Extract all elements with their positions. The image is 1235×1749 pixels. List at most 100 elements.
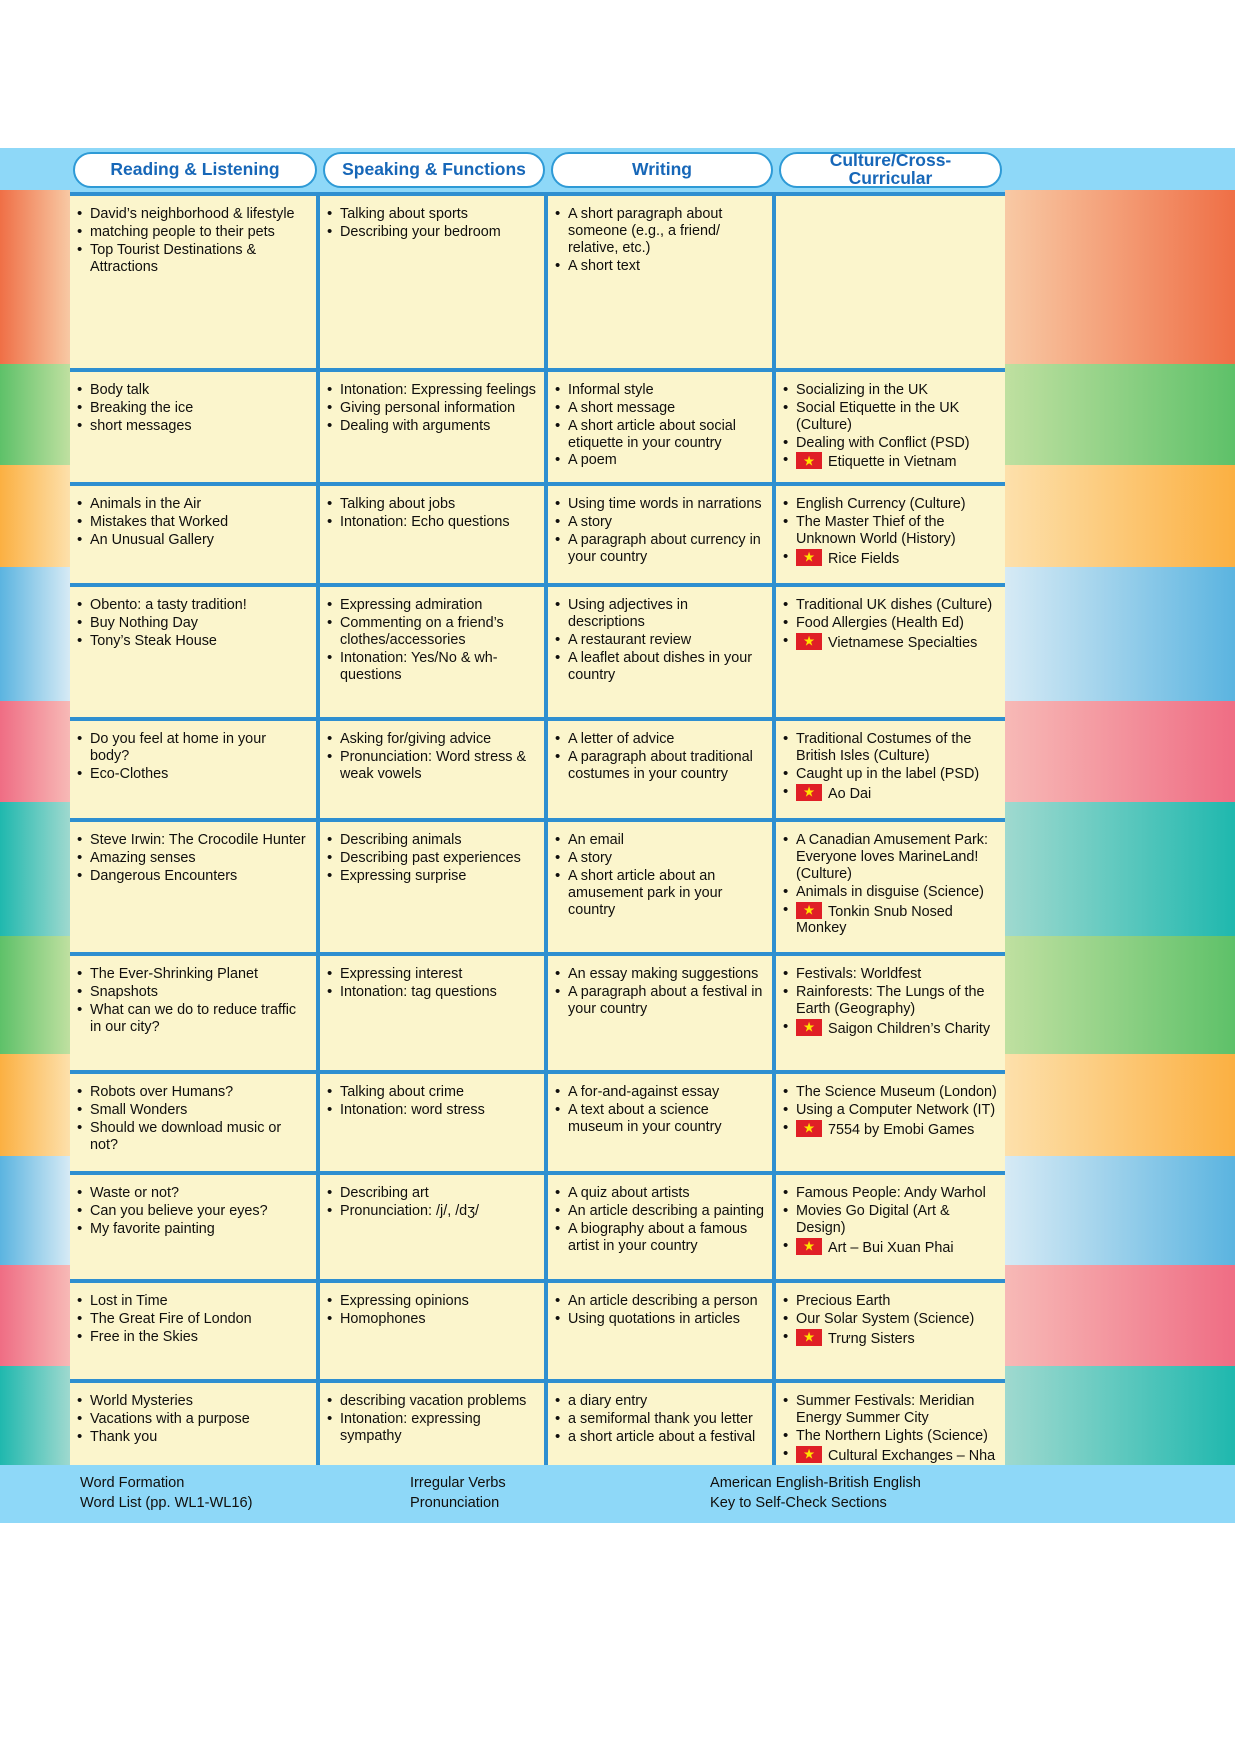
list-item-label: The Master Thief of the Unknown World (H… xyxy=(796,514,956,547)
list-item-label: What can we do to reduce traffic in our … xyxy=(90,1001,297,1035)
list-item-label: Etiquette in Vietnam xyxy=(828,454,957,471)
list-item-label: Art – Bui Xuan Phai xyxy=(828,1239,954,1256)
list-item-label: Tonkin Snub Nosed Monkey xyxy=(796,903,953,937)
list-item: A story xyxy=(554,513,764,531)
list-item-label: Dangerous Encounters xyxy=(90,867,238,884)
list-item-label: Using quotations in articles xyxy=(568,1311,740,1328)
cell-speaking: Talking about sportsDescribing your bedr… xyxy=(320,196,548,368)
list-item: What can we do to reduce traffic in our … xyxy=(76,1001,308,1036)
list-item-label: Should we download music or not? xyxy=(90,1119,282,1153)
list-item-label: The Great Fire of London xyxy=(90,1311,252,1328)
cell-reading: Steve Irwin: The Crocodile HunterAmazing… xyxy=(70,822,320,953)
cell-culture: Precious EarthOur Solar System (Science)… xyxy=(776,1283,1005,1380)
list-item-label: Informal style xyxy=(568,382,654,398)
item-list: The Ever-Shrinking PlanetSnapshotsWhat c… xyxy=(76,965,308,1036)
list-item-label: Ao Dai xyxy=(828,785,872,802)
list-item: Pronunciation: Word stress & weak vowels xyxy=(326,748,536,783)
list-item: Intonation: Echo questions xyxy=(326,513,536,531)
footer-line: American English-British English xyxy=(710,1475,921,1492)
list-item-label: Intonation: Expressing feelings xyxy=(340,382,536,398)
item-list: Talking about crimeIntonation: word stre… xyxy=(326,1083,536,1119)
list-item-label: A poem xyxy=(568,452,617,469)
item-list: Asking for/giving advicePronunciation: W… xyxy=(326,730,536,783)
column-header-row: Reading & Listening Speaking & Functions W… xyxy=(70,148,1005,192)
list-item-label: Talking about crime xyxy=(340,1084,464,1101)
table-row: Waste or not?Can you believe your eyes?M… xyxy=(70,1175,1005,1284)
table-row: Body talkBreaking the iceshort messages I… xyxy=(70,372,1005,487)
list-item-label: Can you believe your eyes? xyxy=(90,1203,268,1220)
list-item-label: Caught up in the label (PSD) xyxy=(796,765,980,782)
list-item-label: Intonation: tag questions xyxy=(340,984,497,1001)
list-item: Body talk xyxy=(76,381,308,399)
footer-column-3: American English-British English Key to S… xyxy=(710,1474,995,1513)
cell-writing: An article describing a personUsing quot… xyxy=(548,1283,776,1380)
item-list: Traditional Costumes of the British Isle… xyxy=(782,730,997,802)
column-header-label: Culture/Cross- Curricular xyxy=(779,151,1002,188)
list-item: A short message xyxy=(554,399,764,417)
list-item: Tonkin Snub Nosed Monkey xyxy=(782,901,997,938)
column-header-cell-3: Writing xyxy=(548,148,776,192)
footer-line: Key to Self-Check Sections xyxy=(710,1495,887,1511)
list-item-label: Pronunciation: Word stress & weak vowels xyxy=(340,749,527,782)
list-item: Rainforests: The Lungs of the Earth (Geo… xyxy=(782,983,997,1018)
list-item-label: An essay making suggestions xyxy=(568,966,759,983)
color-block-row-3 xyxy=(1005,465,1235,567)
item-list: A for-and-against essayA text about a sc… xyxy=(554,1083,764,1136)
list-item: Using adjectives in descriptions xyxy=(554,596,764,631)
table-row: Animals in the AirMistakes that WorkedAn… xyxy=(70,486,1005,588)
list-item-label: English Currency (Culture) xyxy=(796,496,966,513)
item-list: A letter of adviceA paragraph about trad… xyxy=(554,730,764,783)
list-item-label: Precious Earth xyxy=(796,1293,891,1310)
cell-speaking: Expressing admirationCommenting on a fri… xyxy=(320,587,548,718)
list-item: A short paragraph about someone (e.g., a… xyxy=(554,205,764,257)
list-item: Trưng Sisters xyxy=(782,1328,997,1348)
list-item: Summer Festivals: Meridian Energy Summer… xyxy=(782,1392,997,1427)
list-item: Dealing with Conflict (PSD) xyxy=(782,434,997,452)
item-list: Describing animalsDescribing past experi… xyxy=(326,831,536,885)
cell-reading: Robots over Humans?Small WondersShould w… xyxy=(70,1074,320,1172)
list-item: David’s neighborhood & lifestyle xyxy=(76,205,308,223)
list-item-label: Festivals: Worldfest xyxy=(796,966,922,983)
list-item: Talking about sports xyxy=(326,205,536,223)
item-list: Traditional UK dishes (Culture)Food Alle… xyxy=(782,596,997,652)
list-item: A paragraph about traditional costumes i… xyxy=(554,748,764,783)
item-list: Body talkBreaking the iceshort messages xyxy=(76,381,308,435)
item-list: Socializing in the UKSocial Etiquette in… xyxy=(782,381,997,471)
cell-speaking: Expressing interestIntonation: tag quest… xyxy=(320,956,548,1071)
list-item: Pronunciation: /j/, /dʒ/ xyxy=(326,1202,536,1220)
list-item-label: a short article about a festival xyxy=(568,1428,756,1445)
color-block-row-4 xyxy=(0,566,70,701)
list-item-label: Do you feel at home in your body? xyxy=(90,731,266,765)
item-list: Festivals: WorldfestRainforests: The Lun… xyxy=(782,965,997,1037)
list-item-label: David’s neighborhood & lifestyle xyxy=(90,206,295,222)
list-item: Thank you xyxy=(76,1428,308,1446)
item-list: An emailA storyA short article about an … xyxy=(554,831,764,918)
item-list: Steve Irwin: The Crocodile HunterAmazing… xyxy=(76,831,308,885)
item-list: World MysteriesVacations with a purposeT… xyxy=(76,1392,308,1446)
list-item: World Mysteries xyxy=(76,1392,308,1410)
list-item: Lost in Time xyxy=(76,1292,308,1310)
list-item: Caught up in the label (PSD) xyxy=(782,765,997,783)
cell-writing: An essay making suggestionsA paragraph a… xyxy=(548,956,776,1071)
list-item: An essay making suggestions xyxy=(554,965,764,983)
list-item-label: Intonation: expressing sympathy xyxy=(340,1411,481,1444)
cell-writing: Using time words in narrationsA storyA p… xyxy=(548,486,776,584)
color-block-row-2 xyxy=(1005,364,1235,466)
column-header-label: Speaking & Functions xyxy=(323,152,545,188)
table-row: Lost in TimeThe Great Fire of LondonFree… xyxy=(70,1283,1005,1384)
list-item-label: Food Allergies (Health Ed) xyxy=(796,615,964,632)
item-list: Precious EarthOur Solar System (Science)… xyxy=(782,1292,997,1348)
list-item-label: Describing art xyxy=(340,1185,429,1202)
vietnam-flag-icon xyxy=(796,548,822,566)
item-list: describing vacation problemsIntonation: … xyxy=(326,1392,536,1445)
item-list: Expressing interestIntonation: tag quest… xyxy=(326,965,536,1001)
list-item: Buy Nothing Day xyxy=(76,614,308,632)
cell-speaking: Describing artPronunciation: /j/, /dʒ/ xyxy=(320,1175,548,1280)
color-block-row-9 xyxy=(0,1156,70,1265)
list-item: Amazing senses xyxy=(76,849,308,867)
list-item-label: Expressing admiration xyxy=(340,597,483,614)
list-item: Snapshots xyxy=(76,983,308,1001)
list-item-label: An article describing a person xyxy=(568,1293,758,1310)
column-header-label: Writing xyxy=(551,152,773,188)
